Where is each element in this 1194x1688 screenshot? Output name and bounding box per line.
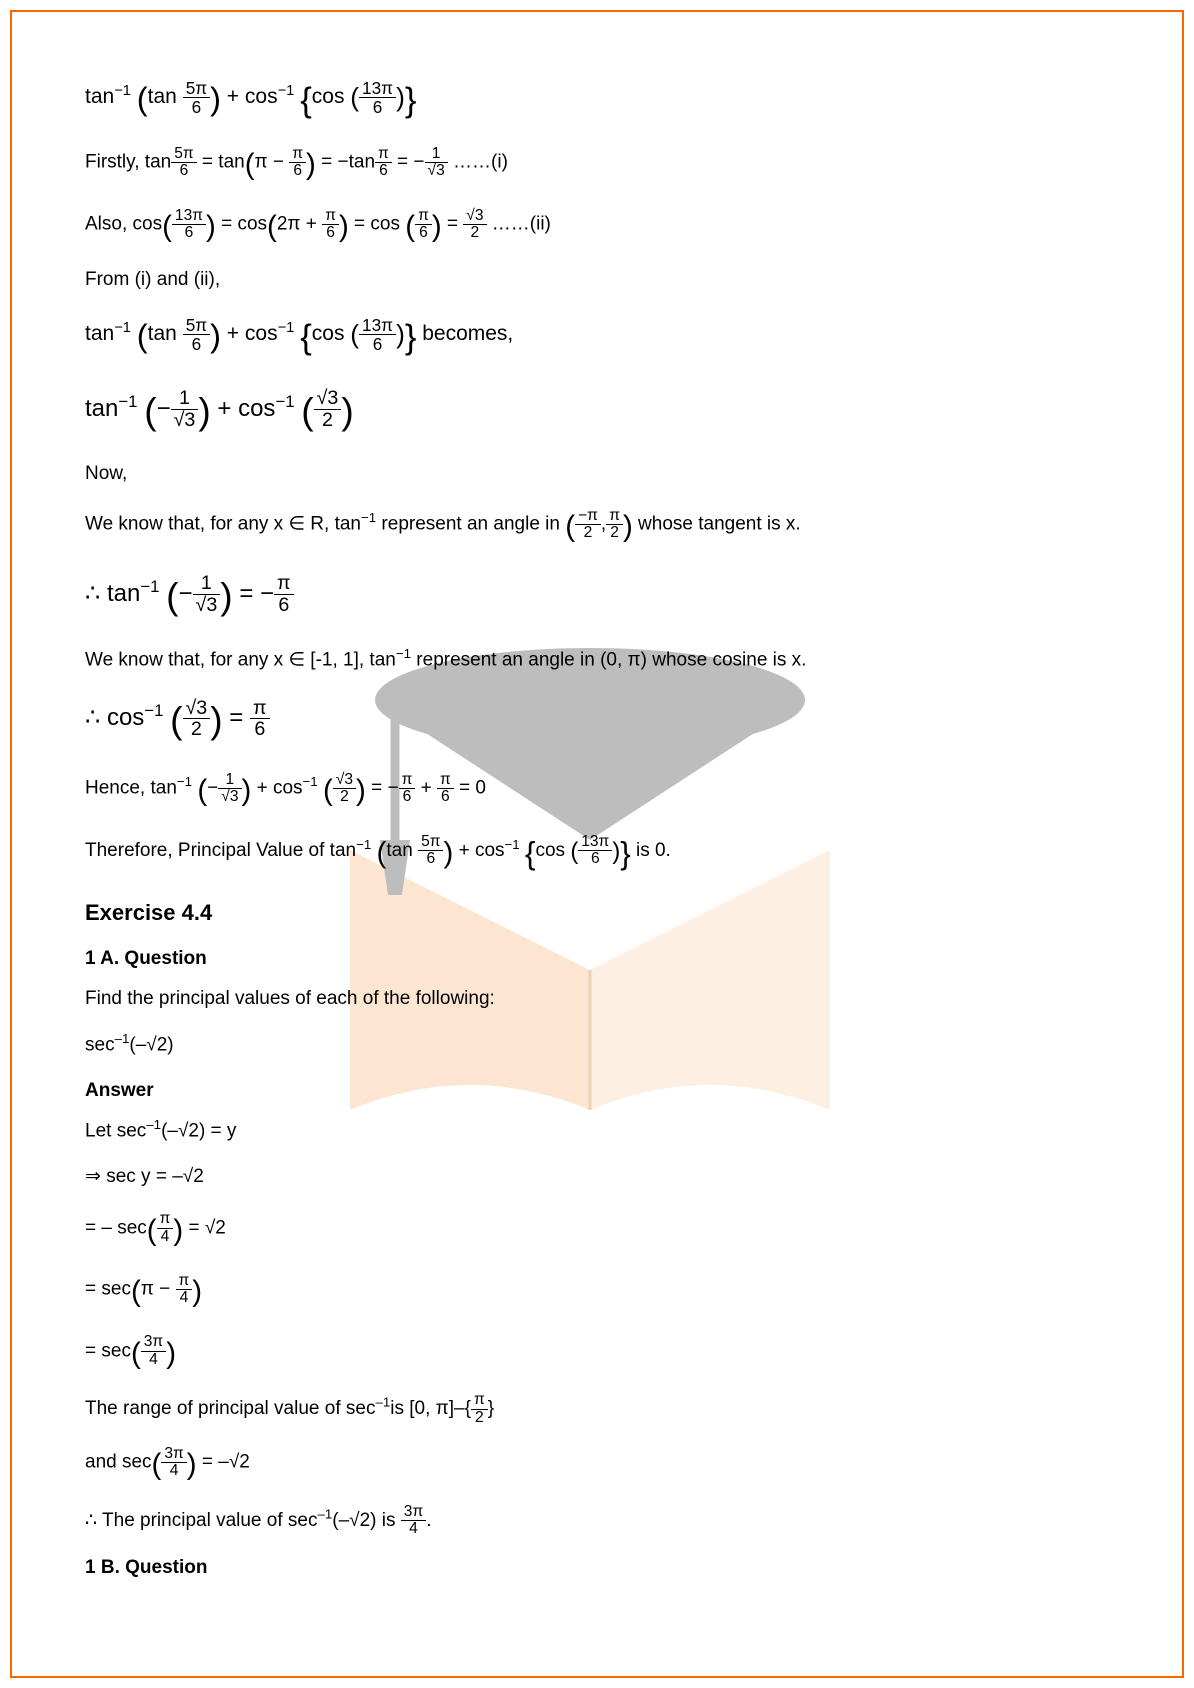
answer-line2: ⇒ sec y = –√2 — [85, 1162, 1105, 1191]
answer-line1: Let sec–1(–√2) = y — [85, 1115, 1105, 1146]
question-1a-expr: sec–1(–√2) — [85, 1029, 1105, 1060]
answer-line6: The range of principal value of sec–1is … — [85, 1392, 1105, 1426]
expr-substituted: tan−1 (−1√3) + cos−1 (√32) — [85, 383, 1105, 441]
text-know-cos: We know that, for any x ∈ [-1, 1], tan−1… — [85, 644, 1105, 675]
step-ii: Also, cos(13π6) = cos(2π + π6) = cos (π6… — [85, 204, 1105, 250]
answer-line7: and sec(3π4) = –√2 — [85, 1442, 1105, 1488]
text-know-tan: We know that, for any x ∈ R, tan−1 repre… — [85, 504, 1105, 550]
therefore-line: Therefore, Principal Value of tan−1 (tan… — [85, 830, 1105, 879]
result-cos: ∴ cos−1 (√32) = π6 — [85, 692, 1105, 750]
step-i: Firstly, tan5π6 = tan(π − π6) = −tanπ6 =… — [85, 142, 1105, 188]
answer-heading: Answer — [85, 1076, 1105, 1105]
answer-line8: ∴ The principal value of sec–1(–√2) is 3… — [85, 1504, 1105, 1538]
text-from: From (i) and (ii), — [85, 265, 1105, 294]
answer-line4: = sec(π − π4) — [85, 1269, 1105, 1315]
answer-line5: = sec(3π4) — [85, 1331, 1105, 1377]
question-1a-heading: 1 A. Question — [85, 944, 1105, 973]
question-1a-text: Find the principal values of each of the… — [85, 984, 1105, 1013]
answer-line3: = – sec(π4) = √2 — [85, 1208, 1105, 1254]
expr-main: tan−1 (tan 5π6) + cos−1 {cos (13π6)} — [85, 74, 1105, 128]
exercise-heading: Exercise 4.4 — [85, 896, 1105, 930]
hence-line: Hence, tan−1 (−1√3) + cos−1 (√32) = −π6 … — [85, 768, 1105, 814]
result-tan: ∴ tan−1 (−1√3) = −π6 — [85, 568, 1105, 626]
question-1b-heading: 1 B. Question — [85, 1553, 1105, 1582]
text-now: Now, — [85, 459, 1105, 488]
expr-repeat: tan−1 (tan 5π6) + cos−1 {cos (13π6)} bec… — [85, 311, 1105, 365]
document-content: tan−1 (tan 5π6) + cos−1 {cos (13π6)} Fir… — [85, 60, 1105, 1593]
